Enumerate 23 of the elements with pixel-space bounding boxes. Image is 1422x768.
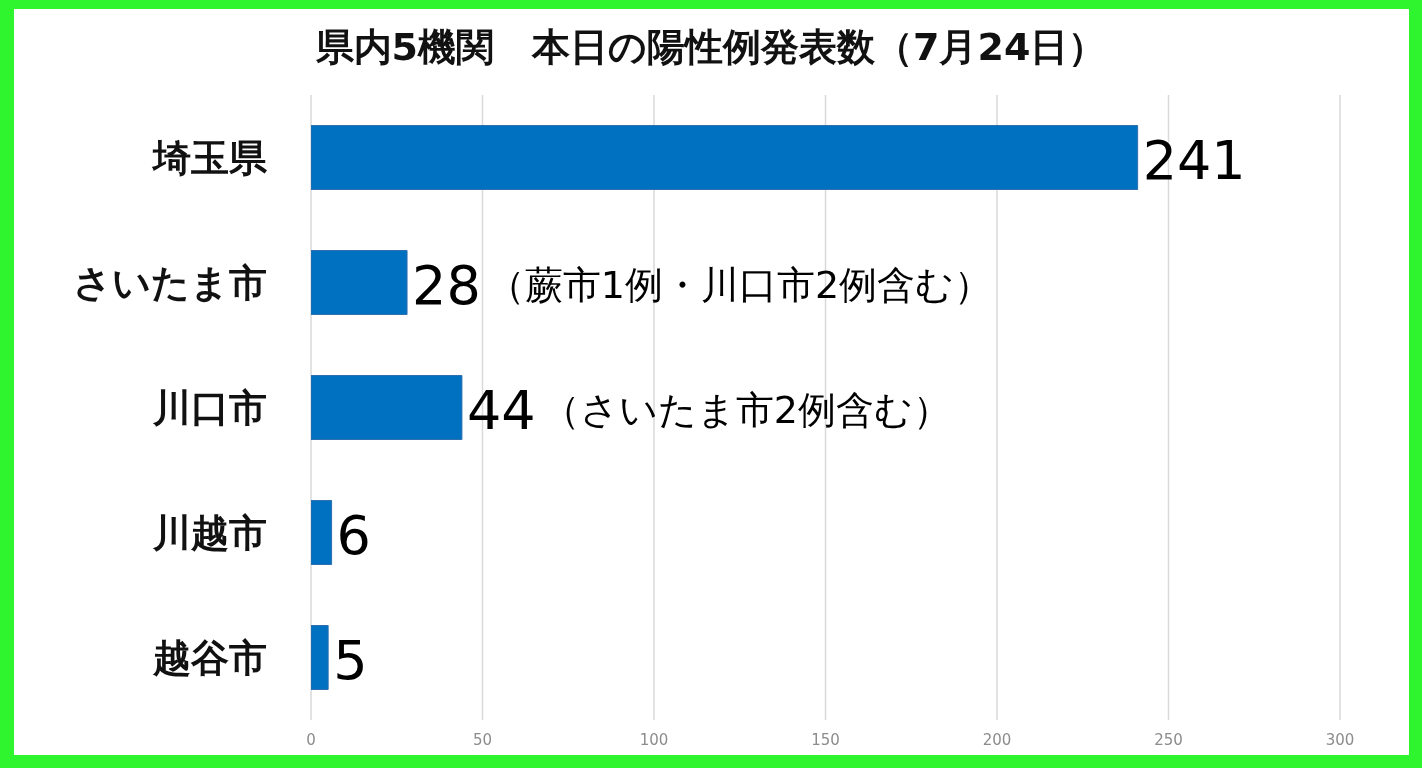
data-label: 6 — [336, 503, 371, 566]
data-label: 241 — [1142, 128, 1246, 191]
x-tick-label: 250 — [1154, 730, 1183, 749]
data-label: 28（蕨市1例・川口市2例含む） — [412, 253, 993, 316]
bar — [311, 625, 329, 690]
y-tick-label: さいたま市 — [73, 260, 267, 305]
data-label: 44（さいたま市2例含む） — [466, 378, 951, 441]
y-tick-label: 越谷市 — [152, 635, 267, 680]
x-tick-label: 150 — [811, 730, 840, 749]
x-tick-label: 200 — [982, 730, 1012, 749]
bar — [311, 125, 1139, 190]
bar — [311, 250, 408, 315]
y-tick-label: 埼玉県 — [151, 135, 268, 180]
chart-title: 県内5機関 本日の陽性例発表数（7月24日） — [314, 24, 1108, 71]
y-tick-label: 川口市 — [152, 385, 267, 430]
x-tick-label: 50 — [472, 730, 493, 749]
bar — [311, 375, 463, 440]
y-tick-label: 川越市 — [152, 510, 267, 555]
x-tick-label: 100 — [639, 730, 669, 749]
bar — [311, 500, 333, 565]
data-label: 5 — [333, 628, 368, 691]
x-tick-label: 0 — [306, 730, 316, 749]
x-tick-label: 300 — [1325, 730, 1355, 749]
